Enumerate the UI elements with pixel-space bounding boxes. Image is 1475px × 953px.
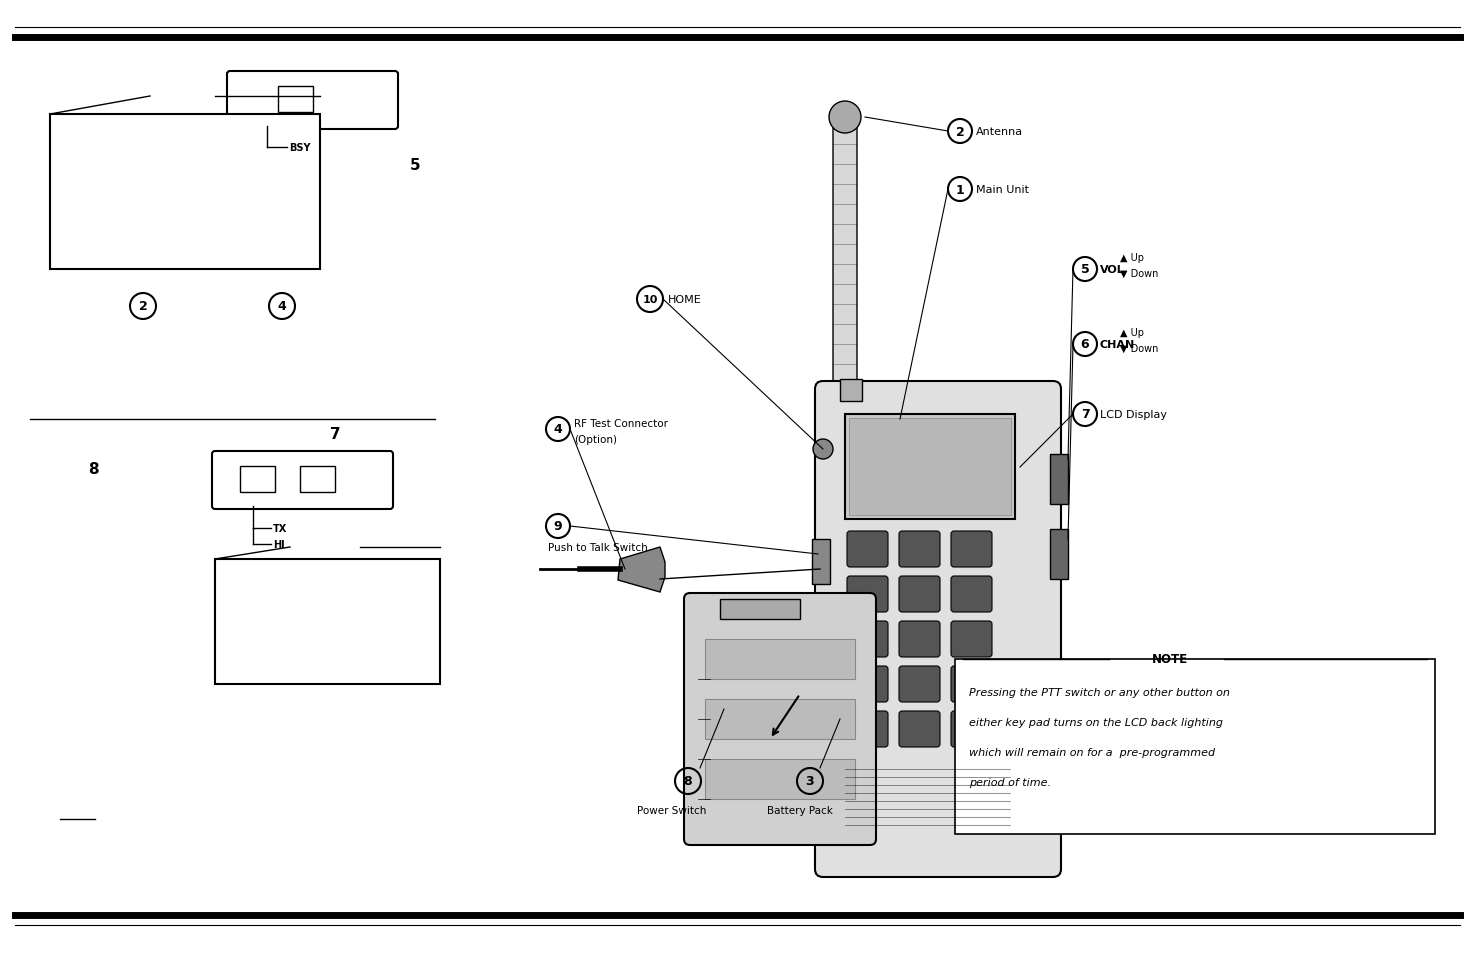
Text: 10: 10 bbox=[642, 294, 658, 305]
Text: Main Unit: Main Unit bbox=[976, 185, 1030, 194]
FancyBboxPatch shape bbox=[847, 711, 888, 747]
Bar bbox=[240, 467, 274, 493]
Text: which will remain on for a  pre-programmed: which will remain on for a pre-programme… bbox=[969, 747, 1215, 758]
FancyBboxPatch shape bbox=[212, 452, 392, 510]
Text: 5: 5 bbox=[410, 157, 420, 172]
Bar bbox=[845, 415, 1015, 519]
Bar bbox=[850, 418, 1010, 516]
Bar bbox=[705, 760, 855, 800]
Text: 2: 2 bbox=[956, 126, 965, 138]
FancyBboxPatch shape bbox=[898, 666, 940, 702]
Text: 6: 6 bbox=[1081, 338, 1090, 351]
FancyBboxPatch shape bbox=[847, 532, 888, 567]
FancyBboxPatch shape bbox=[951, 666, 993, 702]
Text: HI: HI bbox=[273, 539, 285, 550]
FancyBboxPatch shape bbox=[684, 594, 876, 845]
Bar bbox=[215, 559, 440, 684]
Polygon shape bbox=[618, 547, 665, 593]
Text: CHAN: CHAN bbox=[1100, 339, 1136, 350]
Bar bbox=[839, 379, 861, 401]
Text: 1: 1 bbox=[956, 183, 965, 196]
Bar bbox=[1050, 530, 1068, 579]
Text: 3: 3 bbox=[805, 775, 814, 788]
FancyBboxPatch shape bbox=[227, 71, 398, 130]
Text: period of time.: period of time. bbox=[969, 778, 1052, 787]
Bar bbox=[705, 639, 855, 679]
Text: Battery Pack: Battery Pack bbox=[767, 805, 833, 815]
Bar bbox=[1050, 455, 1068, 504]
Text: RF Test Connector: RF Test Connector bbox=[574, 418, 668, 429]
Text: Push to Talk Switch: Push to Talk Switch bbox=[549, 542, 648, 553]
Text: 4: 4 bbox=[553, 423, 562, 436]
FancyBboxPatch shape bbox=[898, 577, 940, 613]
Text: HOME: HOME bbox=[668, 294, 702, 305]
Text: NOTE: NOTE bbox=[1152, 653, 1187, 666]
Bar bbox=[50, 115, 320, 270]
Text: BSY: BSY bbox=[289, 143, 311, 152]
FancyBboxPatch shape bbox=[847, 577, 888, 613]
FancyBboxPatch shape bbox=[898, 711, 940, 747]
Text: VOL: VOL bbox=[1100, 265, 1125, 274]
Text: ▼ Down: ▼ Down bbox=[1120, 269, 1158, 278]
FancyBboxPatch shape bbox=[898, 532, 940, 567]
Bar bbox=[705, 700, 855, 740]
FancyBboxPatch shape bbox=[847, 666, 888, 702]
Polygon shape bbox=[833, 125, 857, 415]
FancyBboxPatch shape bbox=[951, 711, 993, 747]
Text: ▼ Down: ▼ Down bbox=[1120, 344, 1158, 354]
Circle shape bbox=[829, 102, 861, 133]
Bar bbox=[277, 87, 313, 112]
Text: Antenna: Antenna bbox=[976, 127, 1024, 137]
FancyBboxPatch shape bbox=[951, 577, 993, 613]
Text: 5: 5 bbox=[1081, 263, 1090, 276]
FancyBboxPatch shape bbox=[847, 621, 888, 658]
Bar bbox=[954, 659, 1435, 834]
Text: either key pad turns on the LCD back lighting: either key pad turns on the LCD back lig… bbox=[969, 718, 1223, 727]
FancyBboxPatch shape bbox=[951, 532, 993, 567]
Text: 7: 7 bbox=[1081, 408, 1090, 421]
FancyBboxPatch shape bbox=[951, 621, 993, 658]
FancyBboxPatch shape bbox=[898, 621, 940, 658]
Text: ▲ Up: ▲ Up bbox=[1120, 328, 1145, 337]
Text: 9: 9 bbox=[553, 520, 562, 533]
Text: Power Switch: Power Switch bbox=[637, 805, 707, 815]
Text: 2: 2 bbox=[139, 300, 148, 314]
Text: ▲ Up: ▲ Up bbox=[1120, 253, 1145, 263]
FancyBboxPatch shape bbox=[816, 381, 1061, 877]
Circle shape bbox=[813, 439, 833, 459]
Text: 8: 8 bbox=[684, 775, 692, 788]
Bar bbox=[813, 539, 830, 584]
Bar bbox=[720, 599, 799, 619]
Text: 8: 8 bbox=[87, 462, 99, 477]
Text: Pressing the PTT switch or any other button on: Pressing the PTT switch or any other but… bbox=[969, 687, 1230, 698]
Text: 7: 7 bbox=[330, 427, 341, 442]
Bar bbox=[299, 467, 335, 493]
Text: 4: 4 bbox=[277, 300, 286, 314]
Text: LCD Display: LCD Display bbox=[1100, 410, 1167, 419]
Text: (Option): (Option) bbox=[574, 435, 617, 444]
Text: TX: TX bbox=[273, 523, 288, 534]
